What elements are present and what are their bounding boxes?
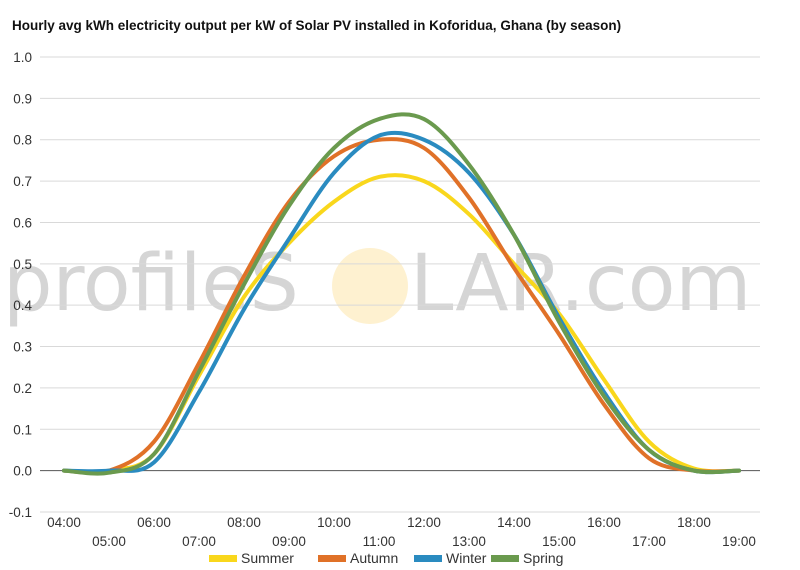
x-tick-label: 10:00 [317, 515, 351, 530]
legend-label: Autumn [350, 550, 399, 566]
x-tick-label: 15:00 [542, 534, 576, 549]
y-tick-label: 0.7 [13, 174, 32, 189]
legend-label: Winter [446, 550, 487, 566]
y-tick-label: 0.4 [13, 298, 32, 313]
x-tick-label: 19:00 [722, 534, 756, 549]
x-tick-label: 14:00 [497, 515, 531, 530]
y-tick-label: 0.6 [13, 215, 32, 230]
x-tick-label: 09:00 [272, 534, 306, 549]
series-lines [62, 112, 741, 476]
y-tick-label: 1.0 [13, 50, 32, 65]
x-tick-label: 18:00 [677, 515, 711, 530]
x-tick-label: 07:00 [182, 534, 216, 549]
y-tick-label: 0.1 [13, 422, 32, 437]
y-axis-ticks: 1.0 0.9 0.8 0.7 0.6 0.5 0.4 0.3 0.2 0.1 0.0 -0.1 [9, 50, 33, 520]
x-axis-ticks: 04:00 05:00 06:00 07:00 08:00 09:00 10:00 11:00… [47, 515, 756, 549]
legend: Summer Autumn Winter Spring [0, 549, 800, 567]
watermark-text-right: LAR.com [410, 239, 752, 329]
watermark: profileS LAR.com [0, 245, 800, 335]
x-tick-label: 13:00 [452, 534, 486, 549]
legend-swatch [414, 554, 442, 562]
x-tick-label: 06:00 [137, 515, 171, 530]
y-tick-label: 0.5 [13, 257, 32, 272]
legend-item-winter[interactable]: Winter [414, 549, 486, 567]
series-line-autumn [62, 137, 741, 475]
legend-swatch [491, 554, 519, 562]
series-line-spring [62, 112, 741, 476]
legend-label: Summer [241, 550, 294, 566]
legend-item-summer[interactable]: Summer [209, 549, 294, 567]
sun-icon [332, 248, 408, 324]
y-tick-label: 0.0 [13, 464, 32, 479]
x-tick-label: 17:00 [632, 534, 666, 549]
series-line-winter [62, 130, 741, 475]
y-tick-label: 0.2 [13, 381, 32, 396]
x-tick-label: 16:00 [587, 515, 621, 530]
legend-swatch [209, 554, 237, 562]
y-tick-label: 0.3 [13, 340, 32, 355]
x-tick-label: 12:00 [407, 515, 441, 530]
y-tick-label: 0.8 [13, 133, 32, 148]
legend-item-spring[interactable]: Spring [491, 549, 563, 567]
x-tick-label: 08:00 [227, 515, 261, 530]
x-tick-label: 04:00 [47, 515, 81, 530]
legend-label: Spring [523, 550, 564, 566]
y-tick-label: 0.9 [13, 91, 32, 106]
legend-swatch [318, 554, 346, 562]
chart-title: Hourly avg kWh electricity output per kW… [12, 18, 622, 33]
x-tick-label: 11:00 [363, 534, 396, 549]
watermark-text-left: profileS [3, 239, 299, 329]
x-tick-label: 05:00 [92, 534, 126, 549]
grid-lines [40, 56, 760, 513]
legend-item-autumn[interactable]: Autumn [318, 549, 398, 567]
y-tick-label: -0.1 [9, 505, 32, 520]
